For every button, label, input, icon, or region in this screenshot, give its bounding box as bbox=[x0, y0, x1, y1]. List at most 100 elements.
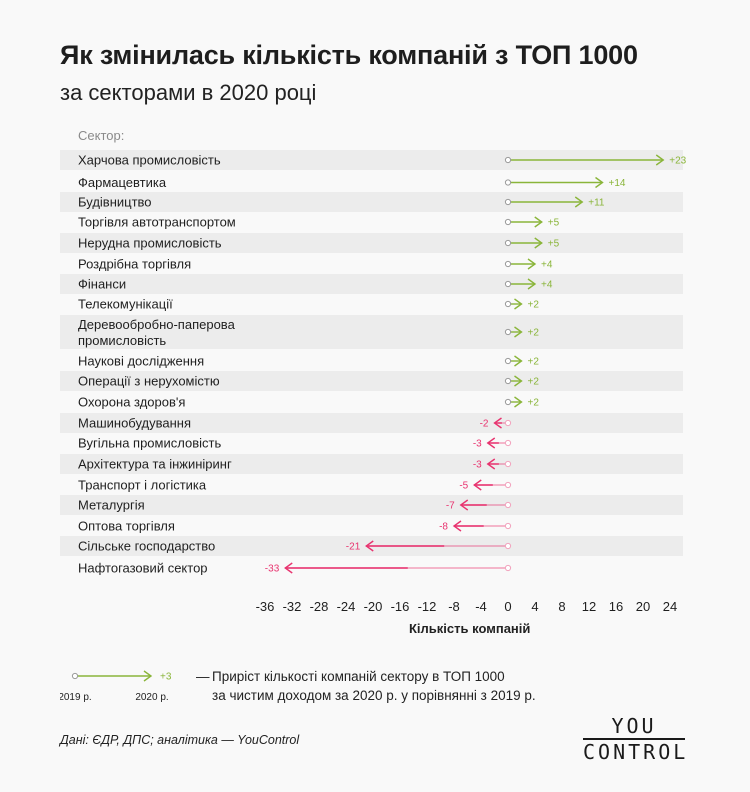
value-label: +14 bbox=[609, 178, 626, 189]
x-tick-label: 4 bbox=[531, 599, 538, 614]
origin-dot bbox=[504, 280, 512, 288]
category-label: Охорона здоров'я bbox=[78, 395, 185, 410]
category-label: Транспорт і логістика bbox=[78, 478, 207, 493]
arrow-head bbox=[486, 458, 496, 470]
origin-dot bbox=[504, 300, 512, 308]
logo-bottom: CONTROL bbox=[583, 738, 689, 764]
x-tick-label: 0 bbox=[504, 599, 511, 614]
chart-subtitle: за секторами в 2020 році bbox=[60, 80, 317, 105]
arrow-head bbox=[527, 278, 537, 290]
value-label: -3 bbox=[473, 439, 482, 450]
category-label: Роздрібна торгівля bbox=[78, 257, 191, 272]
arrow-head bbox=[452, 520, 462, 532]
origin-dot bbox=[504, 501, 512, 509]
value-label: +2 bbox=[528, 357, 540, 368]
x-tick-label: -4 bbox=[475, 599, 487, 614]
origin-dot bbox=[504, 357, 512, 365]
arrow-head bbox=[365, 540, 374, 552]
category-label: Архітектура та інжиніринг bbox=[78, 457, 232, 472]
legend-dash: — bbox=[196, 669, 210, 684]
category-axis-label: Сектор: bbox=[78, 128, 125, 143]
value-label: -8 bbox=[439, 522, 448, 533]
x-tick-label: -8 bbox=[448, 599, 460, 614]
value-label: -2 bbox=[480, 419, 489, 430]
arrow-chart: Харчова промисловість Фармацевтика Будівни… bbox=[60, 150, 687, 614]
row-stripe bbox=[60, 315, 683, 349]
row-stripe bbox=[60, 495, 683, 515]
arrow-head bbox=[574, 196, 584, 208]
x-tick-label: 24 bbox=[663, 599, 677, 614]
source-note: Дані: ЄДР, ДПС; аналітика — YouControl bbox=[60, 733, 300, 747]
value-label: +2 bbox=[528, 377, 540, 388]
value-label: -33 bbox=[265, 564, 280, 575]
category-label: Торгівля автотранспортом bbox=[78, 215, 236, 230]
arrow-head bbox=[534, 216, 543, 228]
x-tick-label: -36 bbox=[256, 599, 275, 614]
arrow-head bbox=[473, 479, 482, 491]
value-label: +23 bbox=[669, 156, 686, 167]
logo-top: YOU bbox=[611, 714, 657, 738]
x-tick-label: 12 bbox=[582, 599, 596, 614]
value-label: -3 bbox=[473, 460, 482, 471]
x-tick-label: 20 bbox=[636, 599, 650, 614]
row-stripe bbox=[60, 274, 683, 294]
row-stripe bbox=[60, 233, 683, 253]
category-label: Машинобудування bbox=[78, 416, 191, 431]
category-label: Нерудна промисловість bbox=[78, 236, 222, 251]
arrow-head bbox=[595, 176, 604, 189]
x-tick-label: -24 bbox=[337, 599, 356, 614]
row-stripe bbox=[60, 192, 683, 212]
category-label: Фінанси bbox=[78, 277, 126, 292]
origin-dot bbox=[504, 522, 512, 530]
value-label: -5 bbox=[459, 481, 468, 492]
value-label: +11 bbox=[588, 198, 605, 209]
arrow-head bbox=[493, 417, 502, 429]
category-label: Сільське господарство bbox=[78, 539, 215, 554]
value-label: +2 bbox=[528, 398, 540, 409]
chart-title: Як змінилась кількість компаній з ТОП 10… bbox=[60, 40, 638, 70]
arrow-head bbox=[514, 326, 523, 338]
arrow-head bbox=[514, 355, 523, 367]
legend-year-to: 2020 р. bbox=[135, 692, 168, 703]
legend-line-1: Приріст кількості компаній сектору в ТОП… bbox=[212, 669, 505, 684]
category-label: Деревообробно-паперова промисловість bbox=[78, 317, 236, 348]
category-label: Операції з нерухомістю bbox=[78, 374, 220, 389]
legend-sample-arrow: +3 2019 р. 2020 р. bbox=[60, 670, 172, 703]
origin-dot bbox=[504, 260, 512, 268]
value-label: +5 bbox=[548, 218, 560, 229]
origin-dot bbox=[504, 542, 512, 550]
value-label: +4 bbox=[541, 260, 553, 271]
origin-dot bbox=[504, 198, 512, 206]
category-label: Будівництво bbox=[78, 195, 152, 210]
origin-dot bbox=[504, 439, 512, 447]
origin-dot bbox=[504, 156, 512, 164]
origin-dot bbox=[504, 179, 512, 186]
category-label: Фармацевтика bbox=[78, 175, 167, 190]
category-label: Харчова промисловість bbox=[78, 153, 221, 168]
category-label: Вугільна промисловість bbox=[78, 436, 221, 451]
arrow-head bbox=[486, 437, 496, 449]
legend-line-2: за чистим доходом за 2020 р. у порівнянн… bbox=[212, 688, 536, 703]
origin-dot bbox=[504, 419, 512, 427]
origin-dot bbox=[504, 218, 512, 226]
origin-dot bbox=[504, 239, 512, 247]
arrow-head bbox=[514, 396, 523, 408]
arrow-head bbox=[655, 154, 665, 166]
origin-dot bbox=[504, 398, 512, 406]
value-label: +5 bbox=[548, 239, 560, 250]
arrow-head bbox=[514, 375, 523, 387]
x-axis-label: Кількість компаній bbox=[409, 621, 531, 636]
row-stripe bbox=[60, 413, 683, 433]
origin-dot bbox=[504, 328, 512, 336]
origin-dot bbox=[504, 460, 512, 468]
x-tick-label: -32 bbox=[283, 599, 302, 614]
x-tick-label: -28 bbox=[310, 599, 329, 614]
arrow-head bbox=[284, 562, 293, 574]
origin-dot bbox=[504, 377, 512, 385]
category-label: Оптова торгівля bbox=[78, 519, 175, 534]
arrow-head bbox=[459, 499, 469, 511]
x-tick-label: -12 bbox=[418, 599, 437, 614]
row-stripe bbox=[60, 150, 683, 170]
arrow-head bbox=[514, 298, 523, 310]
value-label: +2 bbox=[528, 300, 540, 311]
